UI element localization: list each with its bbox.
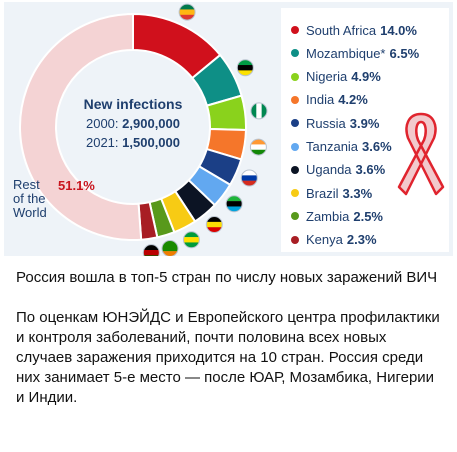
legend-item: Zambia 2.5% xyxy=(291,206,383,226)
legend-swatch xyxy=(291,235,299,244)
legend-swatch xyxy=(291,165,299,174)
legend-item: South Africa 14.0% xyxy=(291,20,417,40)
donut-chart xyxy=(19,3,268,256)
legend-label: Brazil xyxy=(306,185,339,201)
post-text: Россия вошла в топ-5 стран по числу новы… xyxy=(16,268,444,428)
legend-swatch xyxy=(291,26,299,34)
legend-item: Mozambique* 6.5% xyxy=(291,43,419,63)
legend-value: 4.2% xyxy=(338,92,368,108)
red-ribbon-icon xyxy=(397,112,445,196)
legend-swatch xyxy=(291,95,299,104)
india-flag xyxy=(249,138,267,156)
infographic: New infections 2000: 2,900,000 2021: 1,5… xyxy=(4,2,453,256)
brazil-flag xyxy=(182,231,200,249)
legend-value: 6.5% xyxy=(389,45,420,61)
legend-label: India xyxy=(306,92,335,108)
center-year-2021: 2021: xyxy=(85,135,119,150)
tanzania-flag xyxy=(225,195,243,213)
center-value-2000: 2,900,000 xyxy=(122,116,180,131)
center-year-2000: 2000: xyxy=(85,116,119,131)
rest-of-world-label: Rest of the World xyxy=(13,178,53,220)
center-value-2021: 1,500,000 xyxy=(122,135,180,150)
legend-item: Tanzania 3.6% xyxy=(291,137,392,157)
zambia-flag xyxy=(161,239,179,256)
legend-label: Nigeria xyxy=(306,69,348,85)
kenya-flag xyxy=(142,244,160,256)
legend-value: 3.3% xyxy=(342,185,373,201)
legend-label: Uganda xyxy=(306,162,352,178)
legend-label: Tanzania xyxy=(306,139,359,154)
legend-value: 14.0% xyxy=(380,22,417,38)
nigeria-flag xyxy=(250,102,268,120)
rest-label-line: World xyxy=(13,205,47,220)
center-summary: New infections 2000: 2,900,000 2021: 1,5… xyxy=(58,95,208,152)
legend-value: 4.9% xyxy=(351,69,381,85)
legend-label: Zambia xyxy=(306,208,350,224)
legend-item: India 4.2% xyxy=(291,90,368,110)
legend-value: 3.6% xyxy=(362,139,392,154)
legend-value: 3.6% xyxy=(355,162,386,178)
legend-item: Brazil 3.3% xyxy=(291,183,372,203)
legend-value: 2.3% xyxy=(346,232,377,248)
legend-item: Nigeria 4.9% xyxy=(291,67,381,87)
center-line-2021: 2021: 1,500,000 xyxy=(58,133,208,152)
mozambique-flag xyxy=(236,59,254,77)
rest-label-line: of the xyxy=(13,191,46,206)
legend-swatch xyxy=(291,119,299,128)
legend-swatch xyxy=(291,189,299,198)
legend-label: South Africa xyxy=(306,22,377,38)
legend-item: Kenya 2.3% xyxy=(291,230,377,250)
russia-flag xyxy=(240,169,258,187)
legend-label: Russia xyxy=(306,115,346,131)
post-headline: Россия вошла в топ-5 стран по числу новы… xyxy=(16,269,438,286)
legend-swatch xyxy=(291,49,299,58)
center-title: New infections xyxy=(83,96,183,112)
legend-swatch xyxy=(291,212,299,221)
legend: South Africa 14.0% Mozambique* 6.5% Nigeria 4… xyxy=(281,8,449,252)
donut-slice-rest-of-the-world xyxy=(19,12,143,241)
legend-value: 3.9% xyxy=(349,115,380,131)
legend-swatch xyxy=(291,72,299,81)
legend-item: Uganda 3.6% xyxy=(291,160,385,180)
legend-swatch xyxy=(291,142,299,151)
legend-label: Kenya xyxy=(306,232,343,248)
center-line-2000: 2000: 2,900,000 xyxy=(58,114,208,133)
uganda-flag xyxy=(205,216,223,234)
legend-item: Russia 3.9% xyxy=(291,113,379,133)
legend-value: 2.5% xyxy=(353,208,383,224)
legend-label: Mozambique* xyxy=(306,45,386,61)
south-africa-flag xyxy=(178,3,196,21)
rest-of-world-value: 51.1% xyxy=(58,178,95,193)
post-body: По оценкам ЮНЭЙДС и Европейского центра … xyxy=(16,309,440,406)
rest-label-line: Rest xyxy=(13,177,40,192)
